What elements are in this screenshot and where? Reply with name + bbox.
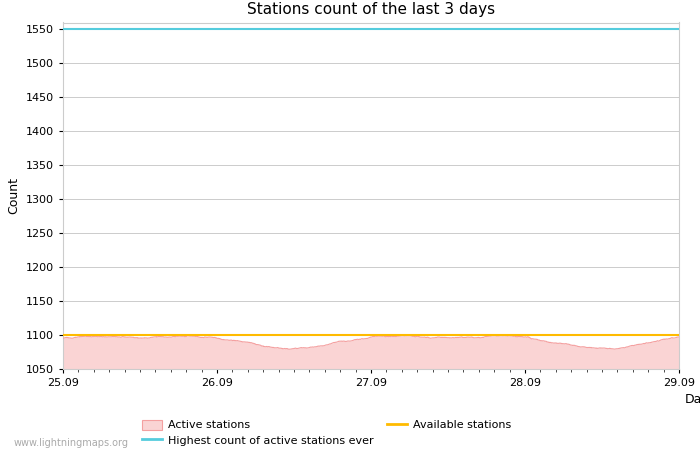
Text: Day: Day xyxy=(685,393,700,406)
Title: Stations count of the last 3 days: Stations count of the last 3 days xyxy=(247,2,495,17)
Text: www.lightningmaps.org: www.lightningmaps.org xyxy=(14,438,129,448)
Y-axis label: Count: Count xyxy=(7,177,20,214)
Legend: Active stations, Highest count of active stations ever, Available stations: Active stations, Highest count of active… xyxy=(143,419,511,446)
